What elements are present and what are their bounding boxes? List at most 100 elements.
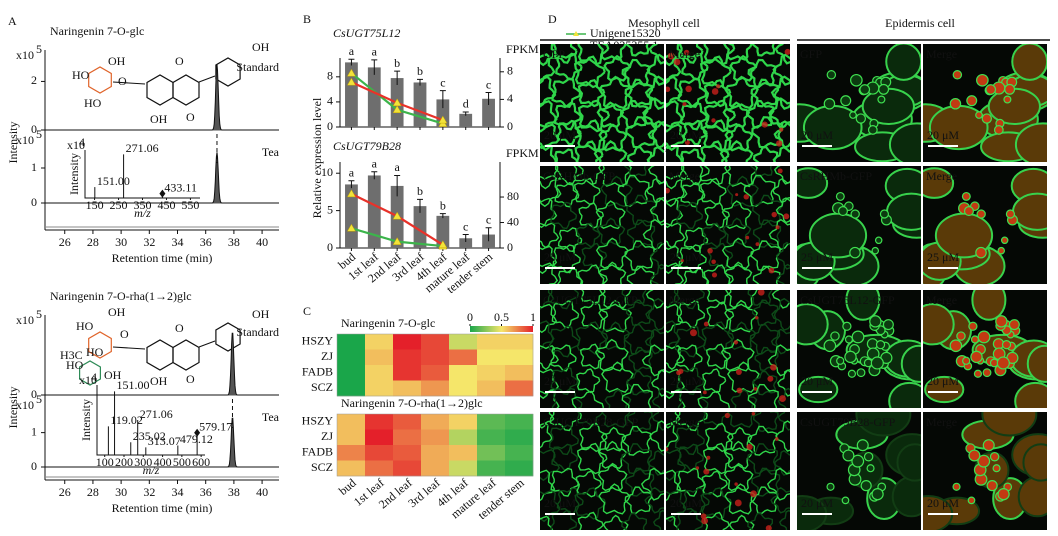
atom-label: OH: [108, 305, 126, 319]
cell-wall: [550, 201, 578, 230]
atom-label: O: [175, 321, 184, 335]
column-header: Epidermis cell: [885, 16, 955, 30]
heatmap-cell: [505, 414, 534, 430]
inset-x-tick-label: 400: [154, 455, 172, 469]
chloroplast: [711, 118, 716, 123]
epidermal-cell: [797, 303, 829, 346]
cell-wall: [557, 268, 584, 284]
cell-wall: [768, 218, 790, 251]
cell-wall: [594, 338, 629, 372]
heatmap-cell: [365, 460, 394, 477]
chloroplast: [745, 235, 750, 240]
chloroplast: [850, 209, 860, 219]
heatmap-cell: [421, 445, 450, 461]
row-label: SCZ: [311, 460, 333, 474]
y-tick-label: 0: [31, 195, 37, 209]
cell-wall: [647, 449, 664, 476]
ms-peak-label: 433.11: [164, 180, 197, 194]
cell-wall: [703, 44, 736, 66]
cell-wall: [625, 116, 658, 149]
chloroplast: [871, 487, 884, 501]
heatmap-title: Naringenin 7-O-glc: [341, 316, 435, 330]
chloroplast: [877, 95, 886, 104]
inset-x-tick-label: 250: [110, 198, 128, 212]
chloroplast: [778, 127, 784, 132]
scale-label: x10: [16, 313, 34, 327]
cell-wall: [666, 197, 684, 229]
bar: [413, 206, 427, 248]
cell-wall: [751, 299, 779, 327]
cell-wall: [673, 290, 705, 310]
epidermal-cell: [924, 375, 965, 404]
cell-wall: [596, 44, 627, 61]
error-bar: [485, 227, 492, 242]
chloroplast: [703, 468, 710, 475]
bar: [367, 175, 381, 248]
chloroplast: [724, 412, 730, 419]
cell-wall: [726, 321, 757, 351]
error-bar: [417, 198, 423, 213]
cell-wall: [666, 389, 686, 408]
cell-wall: [666, 344, 685, 371]
cell-wall: [677, 300, 706, 329]
chloroplast: [667, 52, 675, 60]
ms-peak-label: 119.02: [110, 413, 143, 427]
chloroplast: [707, 248, 713, 254]
chloroplast: [835, 191, 845, 201]
heatmap-cell: [421, 414, 450, 430]
chloroplast: [711, 88, 719, 95]
bar: [482, 98, 495, 127]
epidermal-cell: [1012, 192, 1047, 231]
image-label: Merge: [926, 169, 957, 183]
micrograph: [797, 412, 921, 530]
chloroplast: [879, 209, 890, 219]
cell-wall: [624, 78, 654, 108]
cell-wall: [548, 424, 580, 456]
heatmap-cell: [365, 414, 394, 430]
cell-wall: [646, 145, 664, 162]
image-label: CsUGT75L12-GFP: [800, 293, 895, 307]
micrograph: [540, 412, 664, 530]
scale-label: 20 μM: [670, 374, 702, 388]
cell-wall: [645, 290, 664, 309]
scale-label: 20 μM: [670, 496, 702, 510]
heatmap-title: Naringenin 7-O-rha(1→2)glc: [341, 396, 483, 410]
epidermal-cell: [885, 44, 921, 81]
bar: [459, 113, 473, 127]
chloroplast: [684, 139, 690, 146]
cell-wall: [666, 515, 680, 530]
cell-wall: [724, 299, 759, 333]
image-label: CsUGT79B28-GFP: [800, 415, 896, 429]
heatmap-cell: [449, 414, 478, 430]
chloroplast: [997, 487, 1010, 501]
error-bar: [462, 234, 469, 243]
bar: [345, 184, 358, 248]
atom-label: OH: [108, 54, 126, 68]
structure-bond: [112, 81, 146, 85]
heatmap-cell: [393, 445, 422, 461]
cell-wall: [777, 412, 790, 431]
micrograph: [797, 290, 921, 408]
x-tick-label: 40: [256, 485, 268, 499]
micrograph: [666, 44, 790, 162]
heatmap-cell: [365, 365, 394, 381]
scale-label: 20 μM: [927, 496, 959, 510]
chloroplast: [1003, 95, 1012, 104]
chloroplast: [981, 113, 993, 124]
atom-label: HO: [66, 358, 84, 372]
heatmap-cell: [505, 445, 534, 461]
heatmap-cell: [337, 349, 366, 366]
heatmap-cell: [365, 429, 394, 446]
cell-wall: [575, 470, 602, 498]
chloroplast: [995, 315, 1008, 328]
x-axis-label: Retention time (min): [112, 501, 213, 515]
cell-wall: [649, 420, 664, 452]
inset-x-tick-label: 500: [173, 455, 191, 469]
error-bar: [439, 90, 446, 109]
image-label: Merge: [669, 415, 700, 429]
cell-wall: [747, 512, 773, 530]
cell-wall: [666, 166, 689, 190]
scale-label: 20 μM: [927, 374, 959, 388]
cell-wall: [574, 140, 604, 162]
cell-wall: [767, 344, 790, 377]
